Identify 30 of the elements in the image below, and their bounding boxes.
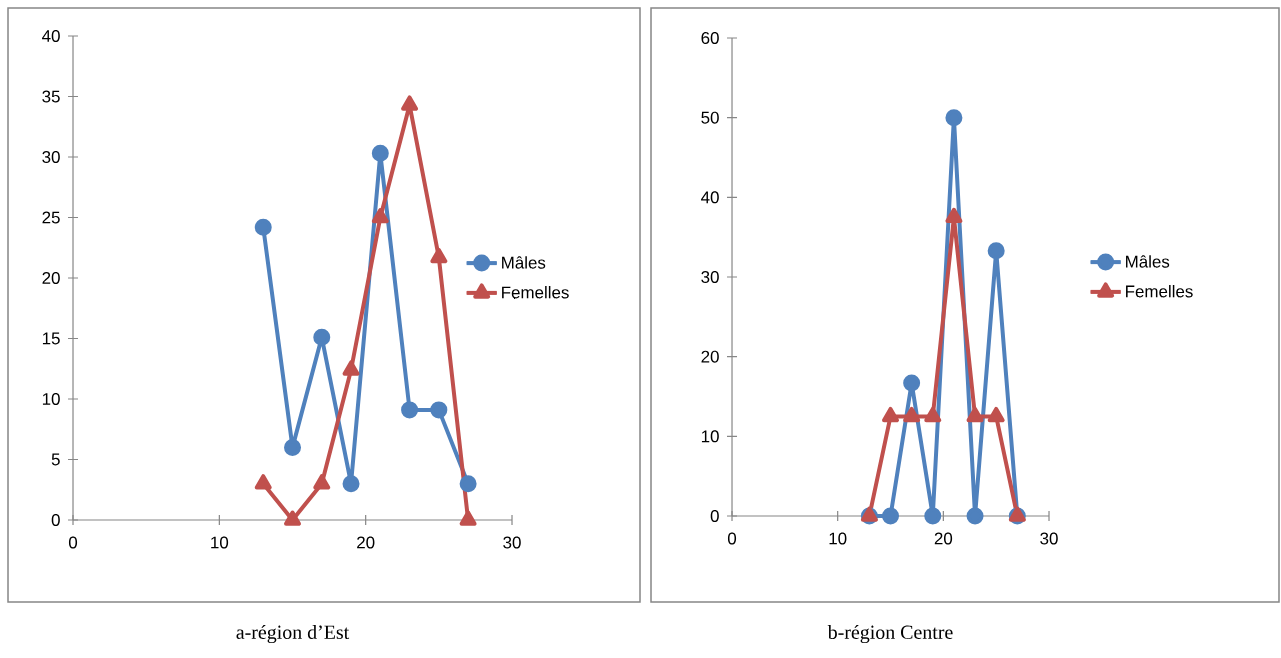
x-tick-label: 0 xyxy=(727,532,737,545)
y-tick-label: 10 xyxy=(42,392,60,405)
y-tick-label: 40 xyxy=(701,191,719,204)
y-tick-label: 15 xyxy=(42,332,60,345)
text: a-région d’Est xyxy=(236,624,350,644)
legend-label: Femelles xyxy=(502,286,569,299)
legend-label: Mâles xyxy=(502,256,546,269)
y-tick-label: 50 xyxy=(701,111,719,124)
y-tick-label: 60 xyxy=(701,31,719,44)
x-tick-label: 10 xyxy=(211,536,229,549)
y-tick-label: 40 xyxy=(42,29,60,42)
x-tick-label: 30 xyxy=(503,536,521,549)
text: b-région Centre xyxy=(827,624,953,644)
y-tick-label: 30 xyxy=(701,270,719,283)
y-tick-label: 20 xyxy=(701,350,719,363)
y-tick-label: 30 xyxy=(42,150,60,163)
y-tick-label: 0 xyxy=(710,509,719,522)
y-tick-label: 10 xyxy=(701,430,719,443)
y-tick-label: 0 xyxy=(51,513,60,526)
legend-label: Mâles xyxy=(1126,255,1170,268)
x-tick-label: 0 xyxy=(68,536,78,549)
y-tick-label: 20 xyxy=(42,271,60,284)
y-tick-label: 35 xyxy=(42,90,60,103)
y-tick-label: 5 xyxy=(51,453,60,466)
x-tick-label: 10 xyxy=(829,532,847,545)
y-tick-label: 25 xyxy=(42,211,60,224)
x-tick-label: 20 xyxy=(357,536,375,549)
legend-label: Femelles xyxy=(1126,285,1193,298)
x-tick-label: 30 xyxy=(1040,532,1058,545)
x-tick-label: 20 xyxy=(934,532,953,545)
